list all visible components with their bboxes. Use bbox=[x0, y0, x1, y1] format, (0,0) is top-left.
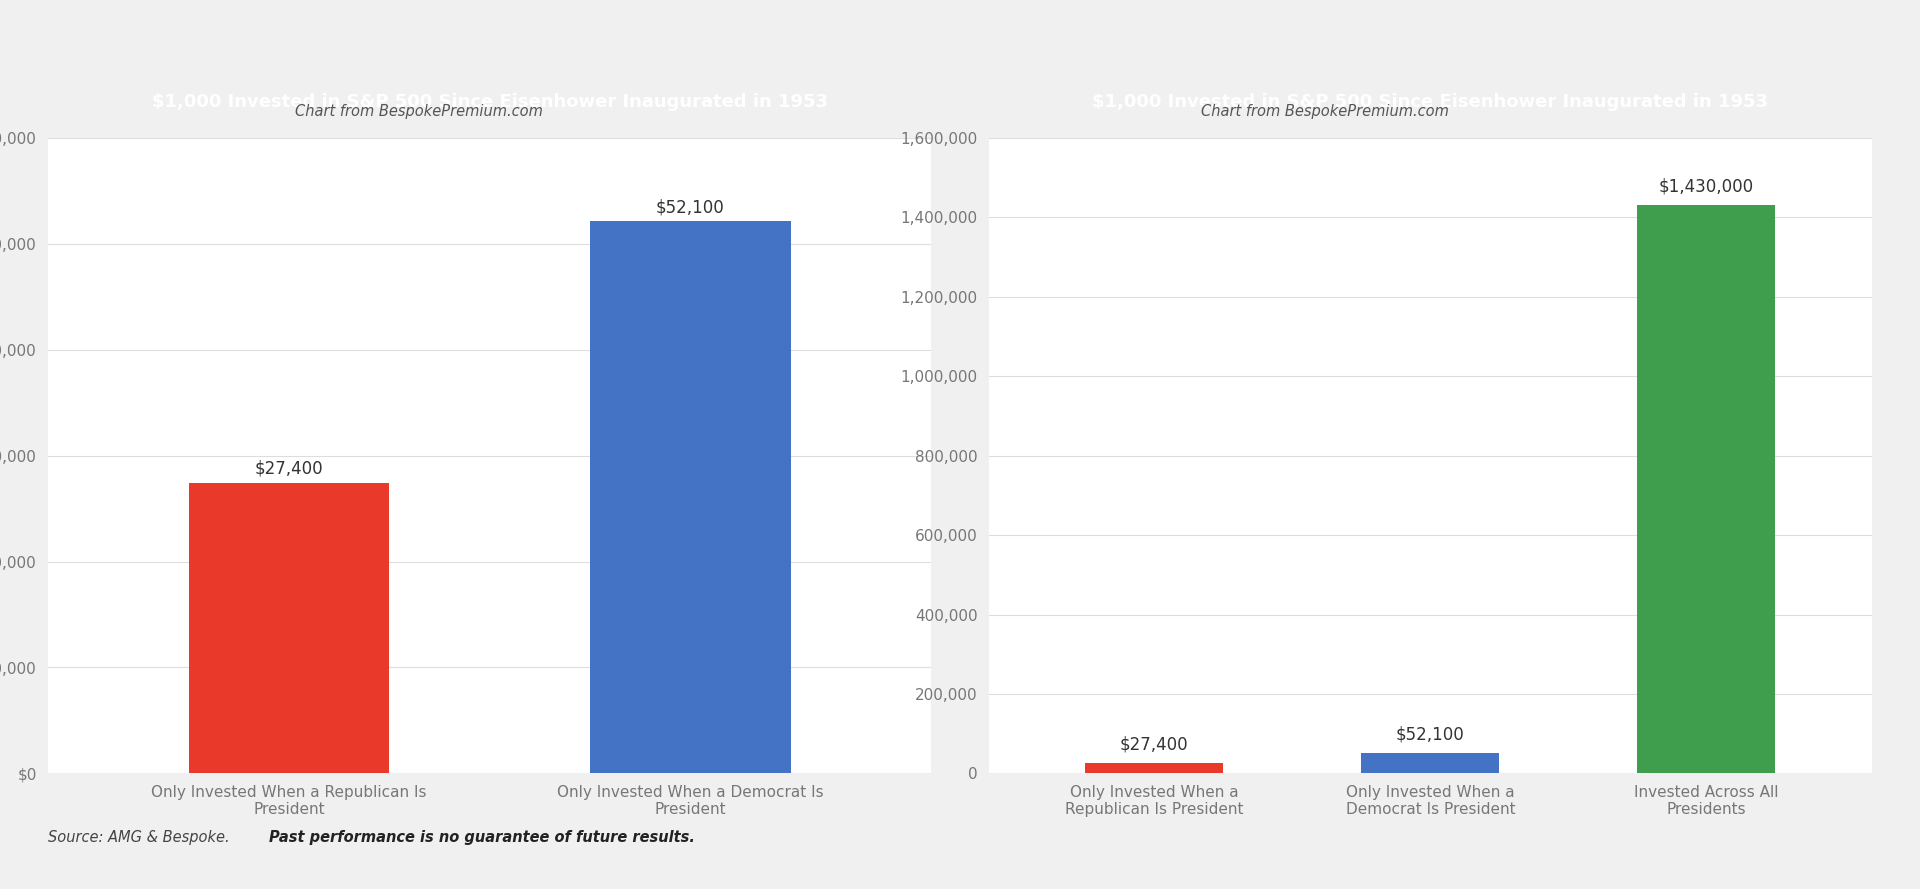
Text: Past performance is no guarantee of future results.: Past performance is no guarantee of futu… bbox=[269, 829, 695, 845]
Text: $1,000 Invested in S&P 500 Since Eisenhower Inaugurated in 1953: $1,000 Invested in S&P 500 Since Eisenho… bbox=[1092, 93, 1768, 111]
Text: Chart from BespokePremium.com: Chart from BespokePremium.com bbox=[1200, 104, 1450, 119]
Text: Source: AMG & Bespoke.: Source: AMG & Bespoke. bbox=[48, 829, 234, 845]
Bar bbox=[1085, 763, 1223, 773]
Bar bbox=[589, 221, 791, 773]
Text: $27,400: $27,400 bbox=[255, 460, 323, 478]
Text: Chart from BespokePremium.com: Chart from BespokePremium.com bbox=[296, 104, 543, 119]
Bar bbox=[1361, 753, 1500, 773]
Text: $1,000 Invested in S&P 500 Since Eisenhower Inaugurated in 1953: $1,000 Invested in S&P 500 Since Eisenho… bbox=[152, 93, 828, 111]
Text: $1,430,000: $1,430,000 bbox=[1659, 178, 1755, 196]
Bar bbox=[1638, 205, 1776, 773]
Text: $27,400: $27,400 bbox=[1119, 735, 1188, 753]
Text: $52,100: $52,100 bbox=[1396, 725, 1465, 743]
Text: $52,100: $52,100 bbox=[657, 198, 724, 216]
Bar bbox=[188, 483, 390, 773]
